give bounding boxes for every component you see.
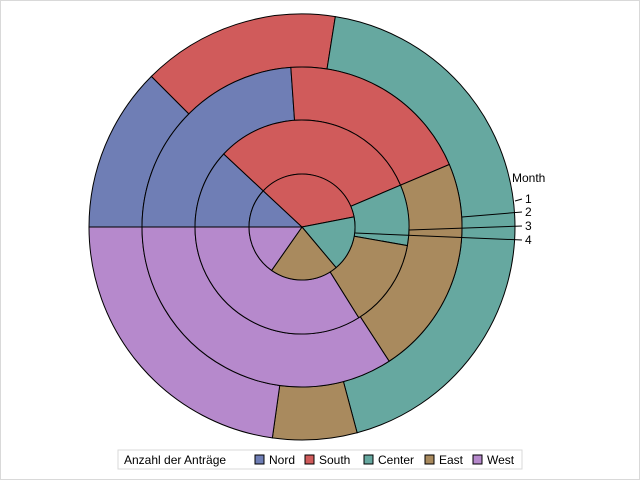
slice-south-month-4 (262, 173, 355, 228)
ring-leader-line (514, 198, 523, 202)
ring-label: 4 (525, 233, 532, 247)
legend-swatch-center (363, 454, 374, 465)
legend-box (117, 449, 523, 470)
legend-title: Anzahl der Anträge (124, 453, 226, 467)
ring-label-title: Month (512, 171, 545, 185)
ring-label: 3 (525, 219, 532, 233)
legend-label-nord: Nord (269, 453, 295, 467)
legend-swatch-nord (254, 454, 265, 465)
legend-label-south: South (319, 453, 350, 467)
ring-leader-line (408, 225, 523, 231)
legend-swatch-east (424, 454, 435, 465)
legend-label-east: East (439, 453, 464, 467)
slice-west-month-4 (248, 226, 303, 272)
legend-swatch-west (472, 454, 483, 465)
ring-label: 2 (525, 205, 532, 219)
ring-label: 1 (525, 192, 532, 206)
legend-swatch-south (304, 454, 315, 465)
legend-label-west: West (487, 453, 515, 467)
slices (88, 13, 516, 441)
slice-east-month-1 (271, 380, 358, 441)
ring-leader-line (354, 232, 523, 241)
legend-label-center: Center (378, 453, 414, 467)
ring-leader-line (461, 211, 523, 218)
